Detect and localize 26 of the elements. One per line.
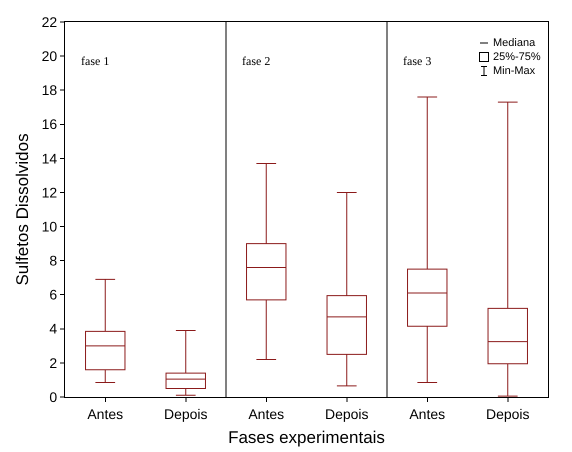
x-tick-label: Antes: [409, 406, 446, 422]
y-tick-label: 10: [42, 218, 58, 234]
y-tick-label: 22: [42, 14, 58, 30]
x-tick-label: Depois: [164, 406, 208, 422]
x-tick-label: Depois: [486, 406, 530, 422]
y-tick-label: 6: [49, 286, 58, 303]
y-tick-label: 16: [42, 116, 58, 132]
x-tick-label: Depois: [324, 406, 369, 422]
x-tick-label: Antes: [248, 406, 284, 422]
annotation: Mediana: [493, 36, 536, 50]
y-tick-label: 0: [49, 388, 58, 405]
y-tick-label: 14: [42, 150, 58, 166]
y-tick-label: 20: [42, 48, 58, 64]
annotation: 25%-75%: [493, 50, 541, 64]
x-axis-title: Fases experimentais: [228, 428, 385, 448]
x-tick-label: Antes: [87, 406, 124, 422]
y-tick-label: 18: [42, 82, 58, 98]
annotation: Min-Max: [493, 64, 536, 78]
y-axis-title: Sulfetos Dissolvidos: [13, 133, 32, 286]
y-tick-label: 8: [49, 252, 58, 269]
y-tick-label: 4: [49, 320, 58, 337]
y-tick-label: 2: [49, 354, 58, 371]
annotation: fase 1: [81, 54, 110, 68]
annotation: fase 3: [403, 54, 432, 68]
annotation: fase 2: [242, 54, 270, 68]
y-tick-label: 12: [42, 184, 58, 200]
